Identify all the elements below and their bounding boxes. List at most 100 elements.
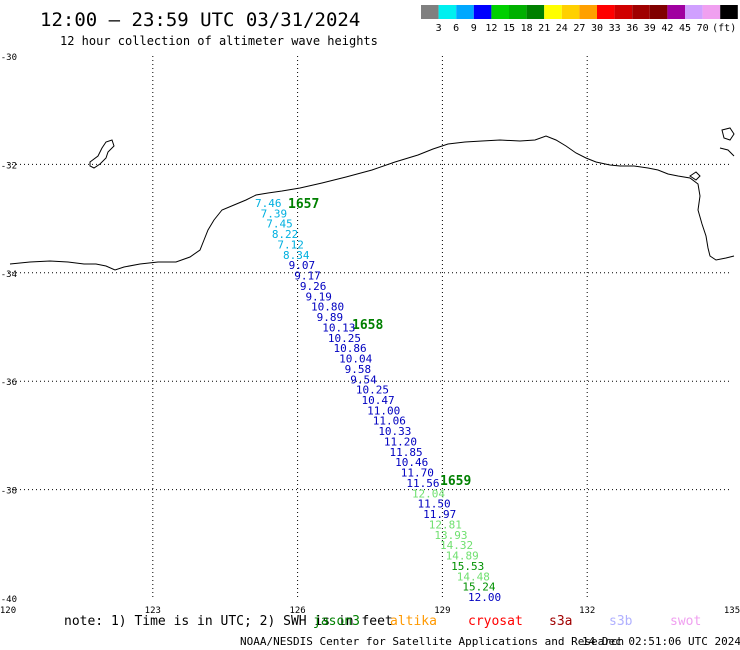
coastline	[9, 127, 735, 271]
wave-height-value: 14.89	[446, 550, 479, 563]
legend-swatch	[544, 5, 562, 19]
lat-label: -40	[1, 595, 17, 605]
legend-label: 6	[453, 23, 459, 34]
legend-swatch	[456, 5, 474, 19]
legend-swatch	[579, 5, 597, 19]
satellite-legend-item: jason3	[313, 614, 360, 629]
wave-height-value: 9.17	[294, 270, 321, 283]
wave-height-value: 8.34	[283, 249, 310, 262]
color-scale-legend: 3 6 9 12 15 18 21 24 27 30 33 36 39 42 45 70 (ft)	[421, 5, 738, 34]
wave-height-value: 15.24	[462, 581, 495, 594]
wave-height-value: 10.80	[311, 301, 344, 314]
legend-label: 45	[679, 23, 691, 34]
credit-text: NOAA/NESDIS Center for Satellite Applica…	[240, 635, 624, 648]
legend-swatch	[667, 5, 685, 19]
legend-label: 39	[644, 23, 656, 34]
legend-swatch	[614, 5, 633, 19]
legend-label: 27	[573, 23, 585, 34]
satellite-legend: jason3 altika cryosat s3a s3b swot	[313, 614, 701, 629]
legend-label: 33	[609, 23, 621, 34]
wave-height-value: 10.47	[362, 394, 395, 407]
australia-coastline	[9, 135, 735, 271]
legend-swatch	[491, 5, 509, 19]
track-time-label: 1659	[440, 474, 471, 489]
wave-height-value: 10.25	[356, 384, 389, 397]
legend-swatch	[438, 5, 457, 19]
legend-unit: (ft)	[712, 23, 736, 34]
legend-label: 18	[521, 23, 533, 34]
page-title: 12:00 — 23:59 UTC 03/31/2024	[40, 9, 360, 31]
wave-height-value: 10.25	[328, 332, 361, 345]
wave-height-value: 9.19	[305, 290, 332, 303]
wave-height-value: 12.81	[429, 518, 462, 531]
lat-label: -38	[1, 487, 17, 497]
lon-label: 120	[0, 606, 16, 616]
legend-swatch	[685, 5, 703, 19]
lon-label: 129	[434, 606, 450, 616]
wave-height-value: 10.33	[378, 425, 411, 438]
legend-swatch	[421, 5, 439, 19]
legend-label: 9	[471, 23, 477, 34]
lat-label: -30	[1, 53, 17, 63]
wave-height-value: 11.50	[418, 498, 451, 511]
lon-label: 123	[145, 606, 161, 616]
timestamp: 14 Dec 02:51:06 UTC 2024	[582, 635, 740, 648]
wave-height-value: 10.46	[395, 456, 428, 469]
wave-height-value: 7.46	[255, 197, 282, 210]
wave-height-value: 14.48	[457, 570, 490, 583]
wave-height-value: 11.97	[423, 508, 456, 521]
lon-label: 132	[579, 606, 595, 616]
footer-note: note: 1) Time is in UTC; 2) SWH is in fe…	[64, 614, 393, 629]
wave-height-value: 7.39	[261, 207, 288, 220]
legend-label: 21	[538, 23, 550, 34]
legend-swatch	[720, 5, 738, 19]
legend-label: 36	[626, 23, 638, 34]
island-outline	[89, 139, 115, 169]
wave-height-value: 9.89	[317, 311, 344, 324]
wave-height-value: 7.12	[277, 238, 304, 251]
legend-swatch	[649, 5, 668, 19]
wave-height-value: 11.56	[406, 477, 439, 490]
wave-height-value: 9.54	[350, 373, 377, 386]
wave-height-value: 11.70	[401, 467, 434, 480]
satellite-legend-item: s3b	[609, 614, 633, 629]
satellite-legend-item: swot	[670, 614, 701, 629]
coast-east-bay	[719, 147, 735, 157]
legend-swatch	[509, 5, 527, 19]
wave-height-value: 10.13	[322, 321, 355, 334]
legend-label: 3	[436, 23, 442, 34]
legend-label: 12	[485, 23, 497, 34]
wave-height-value: 7.45	[266, 218, 293, 231]
wave-height-value: 8.22	[272, 228, 299, 241]
wave-height-value: 10.86	[333, 342, 366, 355]
wave-height-value: 11.85	[390, 446, 423, 459]
wave-height-value: 13.93	[434, 529, 467, 542]
track-time-label: 1657	[288, 197, 319, 212]
kangaroo-island-outline	[689, 171, 701, 181]
eyre-peninsula-tip	[721, 127, 735, 141]
legend-label: 30	[591, 23, 603, 34]
satellite-legend-item: s3a	[549, 614, 572, 629]
wave-height-value: 14.32	[440, 539, 473, 552]
legend-label: 42	[661, 23, 673, 34]
legend-swatch	[632, 5, 650, 19]
satellite-legend-item: altika	[390, 614, 437, 629]
page-subtitle: 12 hour collection of altimeter wave hei…	[60, 34, 378, 48]
wave-height-values: 7.467.397.458.227.128.349.079.179.269.19…	[255, 197, 501, 604]
legend-swatch	[473, 5, 492, 19]
lat-label: -34	[1, 270, 17, 280]
lat-label: -32	[1, 161, 17, 171]
legend-label: 70	[697, 23, 709, 34]
legend-label: 24	[556, 23, 568, 34]
wave-height-value: 12.04	[412, 487, 445, 500]
track-time-label: 1658	[352, 318, 383, 333]
wave-height-value: 15.53	[451, 560, 484, 573]
lon-label: 126	[289, 606, 305, 616]
wave-height-value: 10.04	[339, 353, 372, 366]
legend-swatch	[702, 5, 721, 19]
wave-height-value: 11.00	[367, 404, 400, 417]
legend-label: 15	[503, 23, 515, 34]
wave-height-value: 9.26	[300, 280, 327, 293]
